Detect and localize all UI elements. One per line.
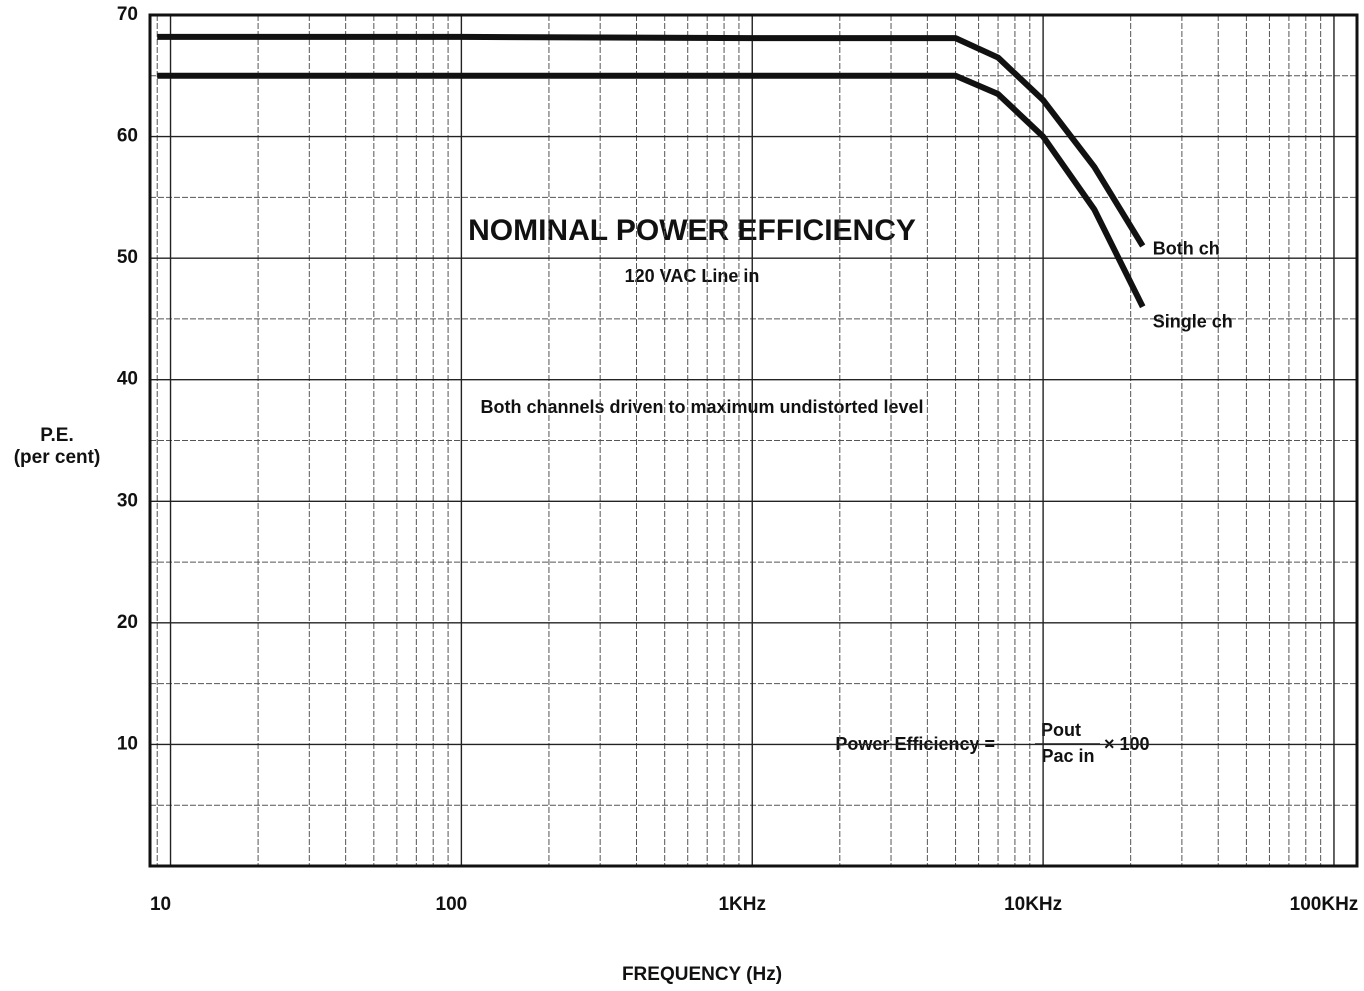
y-tick-label: 60 bbox=[117, 126, 138, 147]
x-tick-label: 100KHz bbox=[1290, 894, 1359, 915]
formula-numerator: Pout bbox=[1041, 720, 1081, 740]
y-tick-label: 70 bbox=[117, 4, 138, 25]
y-tick-label: 20 bbox=[117, 612, 138, 633]
y-tick-label: 10 bbox=[117, 733, 138, 754]
formula-denominator: Pac in bbox=[1041, 746, 1094, 766]
y-tick-label: 30 bbox=[117, 490, 138, 511]
data-line bbox=[157, 72, 1146, 309]
y-axis-label: P.E. bbox=[40, 425, 73, 446]
series-label: Single ch bbox=[1153, 312, 1233, 332]
x-tick-label: 100 bbox=[436, 894, 468, 915]
data-line bbox=[157, 33, 1146, 248]
x-axis-label: FREQUENCY (Hz) bbox=[622, 964, 782, 985]
chart-subtitle: 120 VAC Line in bbox=[625, 266, 760, 286]
x-tick-label: 1KHz bbox=[718, 894, 766, 915]
y-tick-label: 40 bbox=[117, 369, 138, 390]
y-tick-label: 50 bbox=[117, 247, 138, 268]
plot-frame bbox=[148, 13, 1359, 868]
x-tick-label: 10 bbox=[150, 894, 171, 915]
series-label: Both ch bbox=[1153, 239, 1220, 259]
annotation: Both channels driven to maximum undistor… bbox=[480, 397, 923, 417]
chart-title: NOMINAL POWER EFFICIENCY bbox=[468, 214, 916, 247]
x-tick-label: 10KHz bbox=[1004, 894, 1062, 915]
y-axis-label: (per cent) bbox=[14, 447, 101, 468]
